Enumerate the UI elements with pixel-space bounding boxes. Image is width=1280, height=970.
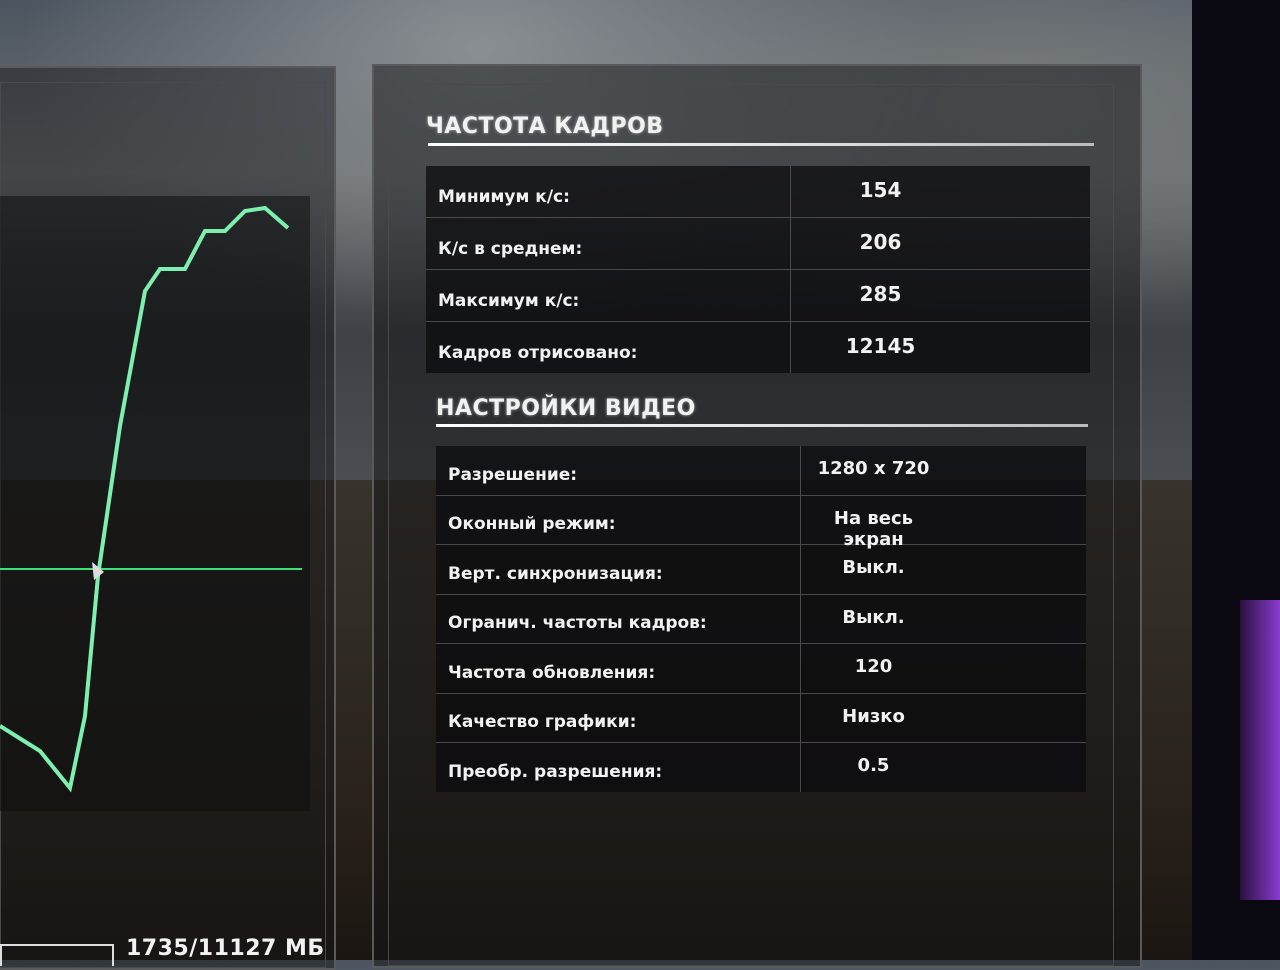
row-value: Низко (842, 705, 905, 727)
row-label: Оконный режим: (436, 495, 801, 544)
row-value: Выкл. (842, 606, 905, 628)
row-label: Качество графики: (436, 693, 801, 742)
row-value: 1280 x 720 (817, 458, 930, 479)
table-row: Качество графики: Низко (436, 693, 1086, 743)
row-label: Минимум к/с: (426, 166, 791, 217)
table-row: Разрешение: 1280 x 720 (436, 446, 1086, 496)
row-value: 120 (854, 656, 893, 677)
row-value: 0.5 (857, 755, 890, 776)
row-value: 285 (859, 282, 902, 306)
row-label: Преобр. разрешения: (436, 743, 801, 792)
table-row: Огранич. частоты кадров: Выкл. (436, 594, 1086, 644)
row-value: 206 (859, 230, 902, 254)
video-settings-title: НАСТРОЙКИ ВИДЕО (436, 396, 696, 421)
row-value: Выкл. (842, 557, 905, 578)
table-row: Минимум к/с: 154 (426, 166, 1090, 218)
purple-backlight (1240, 600, 1280, 900)
row-label: Частота обновления: (436, 644, 801, 693)
row-label: Разрешение: (436, 446, 801, 495)
framerate-table: Минимум к/с: 154 К/с в среднем: 206 Максим… (426, 166, 1090, 373)
table-row: Частота обновления: 120 (436, 644, 1086, 694)
table-row: Верт. синхронизация: Выкл. (436, 545, 1086, 595)
row-label: К/с в среднем: (426, 218, 791, 269)
framerate-title: ЧАСТОТА КАДРОВ (426, 114, 664, 139)
table-row: Кадров отрисовано: 12145 (426, 322, 1090, 373)
memory-usage: 1735/11127 МБ (126, 936, 325, 961)
table-row: Максимум к/с: 285 (426, 270, 1090, 322)
fps-graph (0, 196, 310, 811)
row-label: Огранич. частоты кадров: (436, 594, 801, 643)
fps-curve (0, 205, 290, 793)
row-value: На весь экран (833, 507, 914, 550)
framerate-divider (428, 143, 1094, 146)
row-value: 12145 (845, 334, 916, 358)
memory-bar (0, 944, 114, 966)
row-value: 154 (859, 178, 902, 202)
row-label: Верт. синхронизация: (436, 545, 801, 594)
video-settings-divider (436, 424, 1088, 427)
fps-graph-svg (0, 205, 302, 793)
table-row: Преобр. разрешения: 0.5 (436, 743, 1086, 792)
table-row: К/с в среднем: 206 (426, 218, 1090, 270)
table-row: Оконный режим: На весь экран (436, 495, 1086, 550)
cursor-icon (92, 562, 104, 580)
row-label: Кадров отрисовано: (426, 322, 791, 373)
row-label: Максимум к/с: (426, 270, 791, 321)
video-settings-table: Разрешение: 1280 x 720 Оконный режим: На в… (436, 446, 1086, 792)
